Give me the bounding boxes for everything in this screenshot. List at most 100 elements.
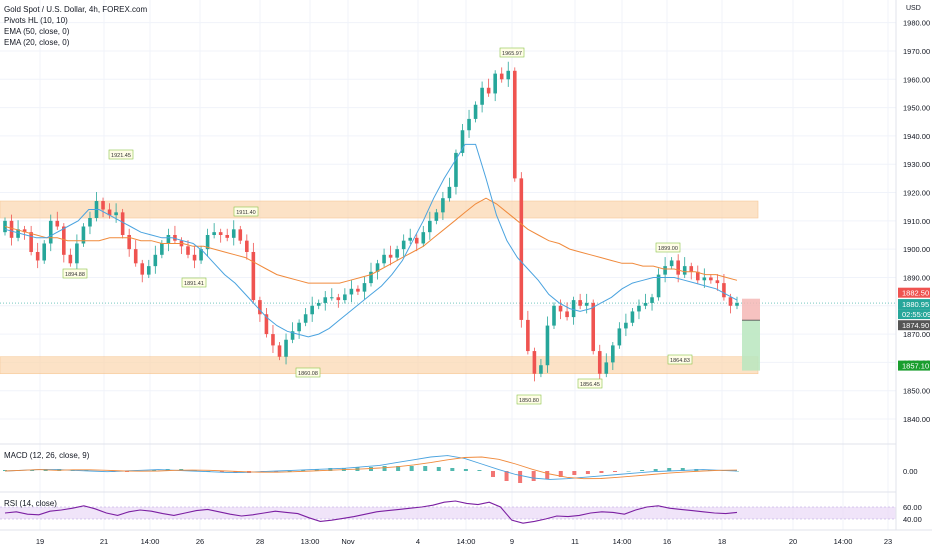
candle-body xyxy=(597,351,602,374)
time-tick-label: 9 xyxy=(510,537,514,546)
candle-body xyxy=(48,220,53,244)
price-tick-label: 1920.00 xyxy=(903,189,930,198)
time-tick-label: 4 xyxy=(416,537,420,546)
candle-body xyxy=(473,104,478,119)
macd-histogram-bar xyxy=(301,470,306,471)
macd-histogram-bar xyxy=(152,470,157,471)
macd-signal-line xyxy=(4,456,738,480)
price-label-box-timer xyxy=(898,309,930,320)
pivot-label-box xyxy=(655,242,681,253)
time-tick-label: 20 xyxy=(789,537,797,546)
macd-histogram-bar xyxy=(599,471,604,473)
time-tick-label: Nov xyxy=(341,537,355,546)
candle-body xyxy=(55,220,60,227)
candle-body xyxy=(310,305,314,315)
candle-body xyxy=(35,251,40,261)
support-resistance-zones xyxy=(0,200,759,375)
pivot-label: 1864.83 xyxy=(670,358,690,364)
candle-body xyxy=(604,362,609,374)
price-label-timer: 02:55:09 xyxy=(902,310,931,319)
time-tick-label: 21 xyxy=(100,537,108,546)
macd-histogram-bar xyxy=(572,471,577,475)
price-tick-label: 1910.00 xyxy=(903,217,930,226)
time-tick-label: 19 xyxy=(36,537,44,546)
candle-body xyxy=(114,212,118,216)
candle-body xyxy=(349,288,354,295)
candle-body xyxy=(506,70,511,80)
supply-demand-zone xyxy=(0,356,759,375)
candle-body xyxy=(146,266,151,275)
candle-body xyxy=(624,322,628,329)
pivot-label: 1899.00 xyxy=(658,246,678,252)
short-position-tool[interactable] xyxy=(742,298,760,371)
candle-body xyxy=(29,232,33,252)
indicator-ema20-label[interactable]: EMA (20, close, 0) xyxy=(4,38,70,47)
candle-body xyxy=(565,311,569,318)
candle-body xyxy=(428,220,432,233)
macd-histogram-bar xyxy=(558,471,563,477)
time-tick-label: 13:00 xyxy=(301,537,320,546)
symbol-title[interactable]: Gold Spot / U.S. Dollar, 4h, FOREX.com xyxy=(4,5,148,14)
rsi-label[interactable]: RSI (14, close) xyxy=(4,499,57,508)
candle-body xyxy=(290,331,295,340)
macd-histogram-bar xyxy=(423,466,428,471)
macd-histogram-bar xyxy=(450,468,455,471)
price-tick-label: 1850.00 xyxy=(903,387,930,396)
macd-histogram-bar xyxy=(328,468,333,471)
candle-body xyxy=(388,254,393,258)
macd-histogram-bar xyxy=(667,468,672,471)
take-profit-area xyxy=(742,320,760,371)
candle-body xyxy=(225,234,230,238)
candle-body xyxy=(166,234,171,244)
candle-body xyxy=(669,260,674,267)
macd-label[interactable]: MACD (12, 26, close, 9) xyxy=(4,451,90,460)
candle-body xyxy=(454,152,458,187)
candle-body xyxy=(264,314,269,335)
candle-body xyxy=(682,266,687,275)
candle-body xyxy=(447,186,452,199)
candle-body xyxy=(238,229,243,241)
macd-histogram-bar xyxy=(477,470,482,471)
pivot-label-box xyxy=(499,47,525,58)
candle-body xyxy=(140,263,145,275)
macd-histogram-bar xyxy=(463,469,468,471)
candle-body xyxy=(395,249,399,258)
candle-body xyxy=(297,322,301,332)
pivot-label-box xyxy=(181,277,207,288)
candle-body xyxy=(689,266,694,272)
indicator-ema50-label[interactable]: EMA (50, close, 0) xyxy=(4,27,70,36)
candle-body xyxy=(702,277,707,281)
indicator-panes xyxy=(0,455,896,524)
grid xyxy=(0,0,896,530)
candle-body xyxy=(62,226,66,255)
candle-body xyxy=(88,218,92,227)
candle-body xyxy=(16,229,20,238)
price-label-box-stop xyxy=(898,287,930,298)
indicator-pivots-label[interactable]: Pivots HL (10, 10) xyxy=(4,16,68,25)
candle-body xyxy=(22,229,27,233)
price-label-box-target xyxy=(898,360,930,371)
candle-body xyxy=(408,237,413,241)
price-tick-label: 1960.00 xyxy=(903,75,930,84)
pivot-label: 1921.45 xyxy=(111,153,131,159)
price-label-last: 1880.95 xyxy=(902,300,929,309)
price-tick-label: 1870.00 xyxy=(903,330,930,339)
candle-body xyxy=(153,254,158,267)
candle-body xyxy=(68,254,73,264)
candle-body xyxy=(611,345,615,363)
candle-body xyxy=(532,351,537,374)
candle-body xyxy=(42,243,47,261)
candle-body xyxy=(421,232,426,244)
macd-histogram-bar xyxy=(491,471,495,477)
candle-body xyxy=(558,305,563,312)
rsi-tick-label: 40.00 xyxy=(903,515,922,524)
pivot-label: 1891.41 xyxy=(184,281,204,287)
candle-body xyxy=(245,240,249,252)
candle-body xyxy=(676,260,680,275)
pivot-label-box xyxy=(667,354,693,365)
ema50-line xyxy=(4,197,738,284)
pivot-label-box xyxy=(233,206,259,217)
macd-histogram-bar xyxy=(545,471,550,479)
price-label-box-last xyxy=(898,299,930,310)
